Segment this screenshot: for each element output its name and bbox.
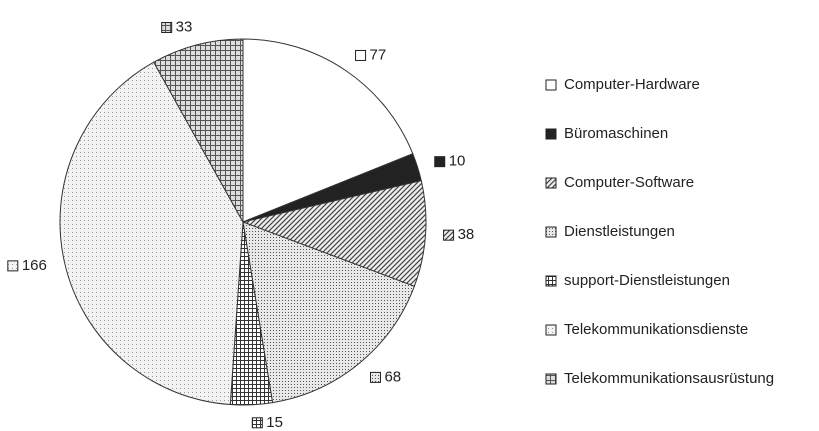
label-icon [251, 417, 263, 429]
label-icon [545, 177, 557, 189]
legend-label: Computer-Software [564, 174, 694, 191]
legend-label: Dienstleistungen [564, 223, 675, 240]
label-icon [355, 49, 367, 61]
label-icon [545, 128, 557, 140]
data-label: 77 [370, 46, 387, 63]
label-icon [434, 156, 446, 168]
label-icon [7, 260, 19, 272]
pie-slice [242, 221, 415, 404]
data-label: 15 [266, 414, 283, 431]
pie-slice [241, 180, 427, 287]
legend-label: Computer-Hardware [564, 76, 700, 93]
legend-label: Büromaschinen [564, 125, 668, 142]
label-icon [545, 373, 557, 385]
data-label: 166 [22, 257, 47, 274]
label-icon [545, 226, 557, 238]
label-icon [545, 324, 557, 336]
label-icon [369, 371, 381, 383]
data-label: 33 [176, 18, 193, 35]
data-label: 10 [449, 153, 466, 170]
pie-slice [59, 61, 244, 406]
label-icon [545, 275, 557, 287]
legend-label: Telekommunikationsausrüstung [564, 370, 774, 387]
label-icon [443, 229, 455, 241]
data-label: 38 [458, 226, 475, 243]
data-label: 68 [384, 368, 401, 385]
legend-label: Telekommunikationsdienste [564, 321, 748, 338]
pie-slice [153, 38, 244, 224]
label-icon [161, 21, 173, 33]
label-icon [545, 79, 557, 91]
legend-label: support-Dienstleistungen [564, 272, 730, 289]
pie-slice [242, 38, 414, 223]
